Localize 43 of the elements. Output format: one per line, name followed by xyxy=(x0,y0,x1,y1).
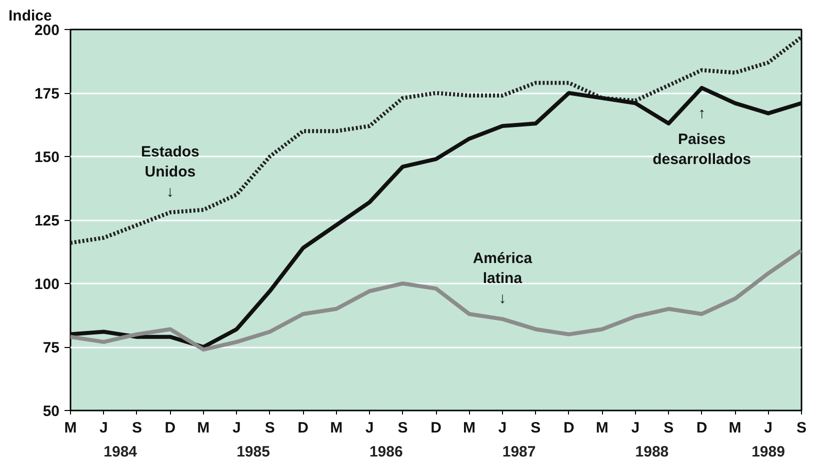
x-tick-label: M xyxy=(64,420,77,436)
x-tick-label: M xyxy=(596,420,608,436)
text: 1986 xyxy=(369,444,403,460)
x-tick-label: S xyxy=(132,420,142,436)
x-tick-label: J xyxy=(631,420,640,436)
annotation: Estados Unidos ↓ xyxy=(141,143,200,200)
y-tick-label: 100 xyxy=(34,276,60,293)
x-tick-label: M xyxy=(330,420,343,436)
y-tick-label: 175 xyxy=(34,86,60,102)
x-tick-label: J xyxy=(365,420,374,436)
y-tick-label: 125 xyxy=(34,212,60,230)
text: 1988 xyxy=(635,444,669,460)
x-tick-label: S xyxy=(398,420,408,436)
y-tick-label: 200 xyxy=(34,22,60,39)
line-series xyxy=(70,86,802,349)
x-tick-label: D xyxy=(298,420,309,436)
annotation: ↑ Paises desarrollados xyxy=(652,104,752,168)
y-tick-label: 150 xyxy=(34,149,60,166)
x-tick-label: J xyxy=(100,420,108,436)
x-tick-label: S xyxy=(264,420,275,436)
text: 1985 xyxy=(236,444,270,460)
text: 1984 xyxy=(104,444,138,460)
x-tick-label: D xyxy=(164,420,176,436)
line-series xyxy=(70,248,802,352)
x-tick-label: D xyxy=(430,420,442,436)
x-tick-label: M xyxy=(728,420,742,436)
x-tick-label: D xyxy=(563,420,574,436)
x-tick-label: J xyxy=(764,420,772,436)
text: 1987 xyxy=(502,444,536,460)
x-tick-label: J xyxy=(498,420,507,436)
x-tick-label: S xyxy=(664,420,674,436)
text: 1989 xyxy=(752,444,785,460)
x-tick-label: J xyxy=(232,420,241,436)
y-axis-title: Indice xyxy=(8,8,52,24)
x-tick-label: S xyxy=(530,420,541,436)
y-tick-label: 50 xyxy=(42,403,60,420)
x-tick-label: S xyxy=(796,420,807,436)
x-tick-label: M xyxy=(462,420,476,436)
x-tick-label: M xyxy=(197,420,210,436)
annotation: América latina ↓ xyxy=(472,250,533,308)
y-tick-label: 75 xyxy=(42,340,60,356)
line-series xyxy=(70,35,802,245)
x-tick-label: D xyxy=(696,420,708,436)
